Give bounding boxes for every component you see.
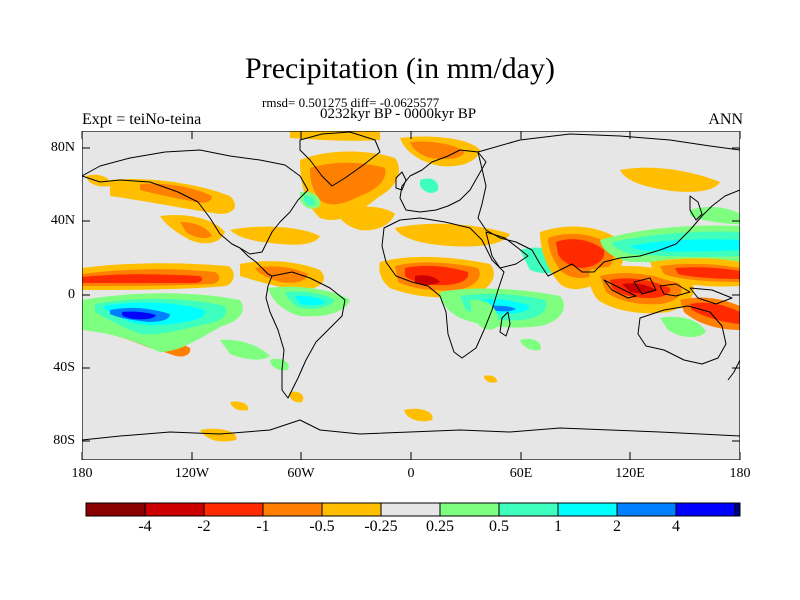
colorbar-box bbox=[616, 502, 677, 517]
colorbar-box bbox=[380, 502, 441, 517]
lat-label: 40S bbox=[53, 360, 75, 375]
colorbar-label: -0.25 bbox=[364, 518, 398, 535]
colorbar-box bbox=[262, 502, 323, 517]
lon-label: 60E bbox=[509, 466, 533, 481]
colorbar-box bbox=[557, 502, 618, 517]
colorbar-label: -2 bbox=[197, 518, 211, 535]
lon-label: 180 bbox=[729, 466, 751, 481]
colorbar-label: -0.5 bbox=[309, 518, 335, 535]
season-label: ANN bbox=[708, 111, 743, 128]
period-subtitle: 0232kyr BP - 0000kyr BP bbox=[320, 106, 477, 122]
colorbar-box bbox=[321, 502, 382, 517]
colorbar-box bbox=[498, 502, 559, 517]
colorbar-box bbox=[85, 502, 146, 517]
colorbar-box bbox=[675, 502, 736, 517]
map-title: Precipitation (in mm/day) bbox=[245, 52, 555, 85]
colorbar-label: 4 bbox=[672, 518, 680, 535]
stats-line: rmsd= 0.501275 diff= -0.0625577 bbox=[262, 95, 440, 110]
precipitation-anomaly-fill bbox=[82, 131, 740, 442]
colorbar-label: 2 bbox=[613, 518, 621, 535]
lon-label: 60W bbox=[287, 466, 315, 481]
lat-label: 80N bbox=[50, 140, 75, 155]
colorbar bbox=[85, 502, 741, 517]
colorbar-box bbox=[439, 502, 500, 517]
colorbar-label: 0.5 bbox=[489, 518, 509, 535]
lat-label: 80S bbox=[53, 433, 75, 448]
lat-label: 0 bbox=[68, 287, 75, 302]
colorbar-label: -1 bbox=[256, 518, 270, 535]
lon-label: 120E bbox=[615, 466, 645, 481]
lon-label: 120W bbox=[174, 466, 210, 481]
coastlines bbox=[82, 131, 740, 441]
colorbar-label: -4 bbox=[138, 518, 152, 535]
colorbar-label: 0.25 bbox=[426, 518, 454, 535]
experiment-label: Expt = teiNo-teina bbox=[82, 111, 202, 128]
colorbar-box bbox=[734, 502, 741, 517]
lon-label: 0 bbox=[407, 466, 415, 481]
colorbar-box bbox=[144, 502, 205, 517]
colorbar-label: 1 bbox=[554, 518, 562, 535]
lat-label: 40N bbox=[50, 213, 75, 228]
lon-label: 180 bbox=[71, 466, 93, 481]
colorbar-box bbox=[203, 502, 264, 517]
axis-ticks bbox=[81, 131, 741, 460]
